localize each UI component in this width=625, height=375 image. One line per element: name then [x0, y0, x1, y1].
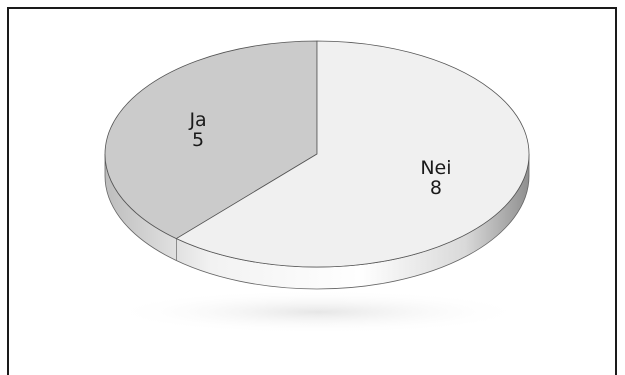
- pie-shadow: [108, 290, 528, 334]
- slice-label-ja: Ja: [188, 109, 206, 131]
- slice-label-nei: Nei: [420, 157, 451, 179]
- slice-value-nei: 8: [430, 177, 442, 199]
- pie-slice-ja: [104, 40, 318, 240]
- slice-value-ja: 5: [192, 129, 204, 151]
- pie-slice-nei: [175, 40, 530, 268]
